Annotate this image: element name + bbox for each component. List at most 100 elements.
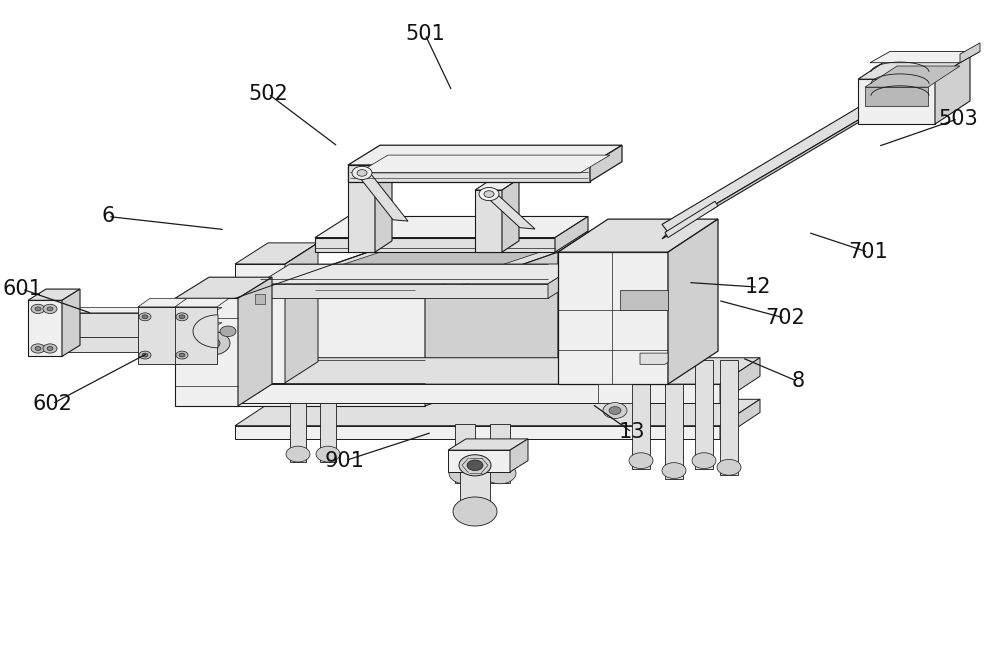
Circle shape: [35, 346, 41, 350]
Polygon shape: [48, 323, 222, 328]
Circle shape: [662, 463, 686, 478]
Polygon shape: [558, 252, 668, 384]
Polygon shape: [668, 219, 718, 384]
Circle shape: [286, 446, 310, 462]
Circle shape: [603, 403, 627, 418]
Polygon shape: [960, 43, 980, 63]
Polygon shape: [258, 284, 548, 298]
Polygon shape: [290, 403, 306, 462]
Circle shape: [43, 344, 57, 353]
Polygon shape: [620, 290, 668, 310]
Polygon shape: [665, 201, 718, 238]
Circle shape: [142, 353, 148, 357]
Polygon shape: [175, 277, 272, 298]
Text: 701: 701: [848, 242, 888, 262]
Text: 13: 13: [619, 422, 645, 442]
Circle shape: [179, 353, 185, 357]
Circle shape: [43, 304, 57, 313]
Text: 6: 6: [101, 207, 115, 226]
Circle shape: [31, 304, 45, 313]
Circle shape: [31, 344, 45, 353]
Wedge shape: [193, 315, 218, 348]
Polygon shape: [235, 252, 558, 298]
Polygon shape: [62, 289, 80, 356]
Circle shape: [484, 463, 516, 484]
Polygon shape: [490, 424, 510, 483]
Polygon shape: [348, 157, 392, 168]
Polygon shape: [555, 216, 588, 252]
Polygon shape: [28, 300, 62, 356]
Polygon shape: [358, 155, 610, 173]
Circle shape: [194, 331, 230, 355]
Polygon shape: [28, 289, 80, 300]
Circle shape: [453, 497, 497, 526]
Polygon shape: [460, 469, 490, 516]
Circle shape: [176, 351, 188, 359]
Polygon shape: [662, 96, 885, 232]
Text: 12: 12: [745, 277, 771, 297]
Polygon shape: [548, 264, 580, 298]
Polygon shape: [858, 79, 935, 124]
Text: 602: 602: [32, 394, 72, 414]
Circle shape: [179, 315, 185, 319]
Text: 501: 501: [405, 24, 445, 44]
Polygon shape: [455, 424, 475, 483]
Polygon shape: [48, 313, 210, 337]
Text: 601: 601: [2, 279, 42, 299]
Circle shape: [459, 455, 491, 476]
Polygon shape: [935, 56, 970, 124]
Polygon shape: [175, 298, 229, 307]
Text: 502: 502: [248, 84, 288, 104]
Polygon shape: [235, 399, 760, 426]
Polygon shape: [320, 403, 336, 462]
Text: 503: 503: [938, 109, 978, 129]
Circle shape: [47, 346, 53, 350]
Polygon shape: [48, 328, 210, 352]
Polygon shape: [720, 360, 738, 475]
Polygon shape: [235, 358, 760, 384]
Polygon shape: [255, 249, 548, 294]
Polygon shape: [235, 264, 285, 383]
Polygon shape: [48, 308, 222, 313]
Text: 8: 8: [791, 372, 805, 391]
Polygon shape: [720, 399, 760, 439]
Polygon shape: [695, 360, 713, 469]
Polygon shape: [258, 264, 580, 284]
Circle shape: [139, 351, 151, 359]
Polygon shape: [640, 353, 668, 364]
Polygon shape: [315, 216, 588, 238]
Polygon shape: [662, 104, 885, 239]
Polygon shape: [425, 252, 558, 406]
Polygon shape: [482, 193, 535, 229]
Circle shape: [629, 453, 653, 469]
Polygon shape: [558, 219, 718, 252]
Polygon shape: [355, 172, 408, 221]
Polygon shape: [138, 298, 192, 307]
Polygon shape: [865, 87, 928, 106]
Circle shape: [35, 307, 41, 311]
Polygon shape: [502, 179, 519, 252]
Polygon shape: [598, 384, 632, 403]
Text: 901: 901: [325, 451, 365, 471]
Polygon shape: [665, 384, 683, 478]
Polygon shape: [138, 307, 180, 364]
Polygon shape: [235, 426, 720, 439]
Polygon shape: [285, 243, 318, 383]
Polygon shape: [235, 384, 720, 403]
Polygon shape: [858, 56, 970, 79]
Polygon shape: [475, 190, 502, 252]
Circle shape: [717, 459, 741, 475]
Polygon shape: [175, 307, 217, 364]
Circle shape: [220, 326, 236, 337]
Circle shape: [139, 313, 151, 321]
Circle shape: [47, 307, 53, 311]
Polygon shape: [870, 51, 980, 63]
Polygon shape: [235, 298, 425, 406]
Polygon shape: [632, 384, 650, 469]
Circle shape: [204, 338, 220, 348]
Text: 702: 702: [765, 308, 805, 328]
Polygon shape: [315, 238, 555, 252]
Polygon shape: [720, 358, 760, 403]
Polygon shape: [348, 168, 375, 252]
Polygon shape: [348, 165, 590, 182]
